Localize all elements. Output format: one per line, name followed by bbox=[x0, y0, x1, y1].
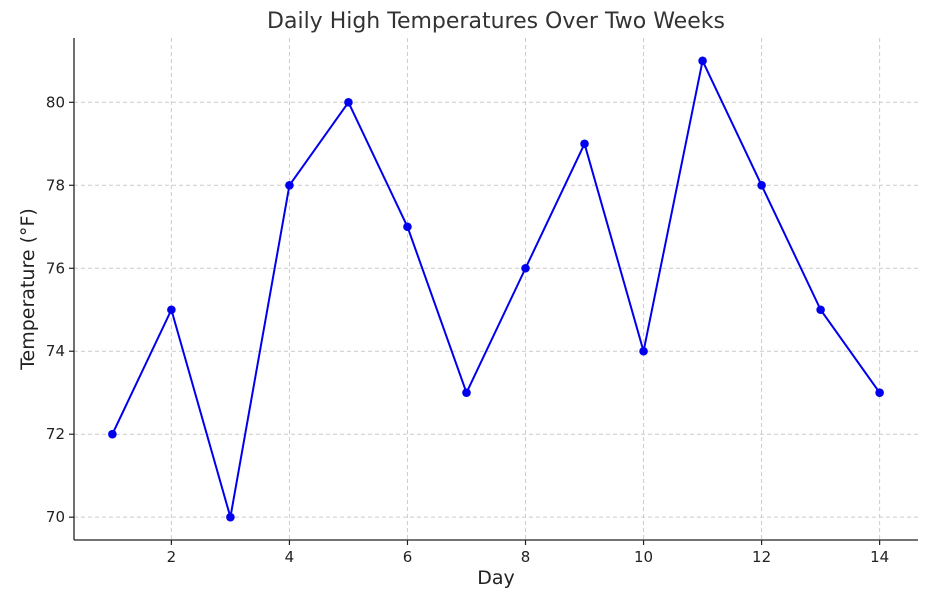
data-point bbox=[403, 222, 412, 232]
y-tick-label: 76 bbox=[46, 259, 65, 277]
axes bbox=[73, 38, 918, 541]
x-ticks: 2 4 6 8 10 12 14 bbox=[167, 540, 889, 566]
data-point bbox=[875, 388, 884, 398]
data-point bbox=[757, 180, 766, 190]
y-ticks: 70 72 74 76 78 80 bbox=[46, 93, 74, 526]
data-point bbox=[108, 429, 117, 439]
x-tick-label: 10 bbox=[634, 548, 653, 566]
data-point bbox=[285, 180, 294, 190]
x-tick-label: 6 bbox=[403, 548, 413, 566]
y-axis-label: Temperature (°F) bbox=[17, 208, 39, 371]
x-tick-label: 2 bbox=[167, 548, 177, 566]
y-tick-label: 78 bbox=[46, 176, 65, 194]
data-point bbox=[521, 263, 530, 273]
series-line bbox=[111, 59, 881, 519]
series bbox=[108, 56, 884, 522]
x-tick-label: 8 bbox=[521, 548, 531, 566]
y-tick-label: 72 bbox=[46, 425, 65, 443]
chart-title: Daily High Temperatures Over Two Weeks bbox=[267, 9, 725, 34]
data-point bbox=[580, 139, 589, 149]
y-tick-label: 80 bbox=[46, 93, 65, 111]
x-tick-label: 14 bbox=[870, 548, 889, 566]
data-point bbox=[344, 98, 353, 107]
data-point bbox=[167, 305, 176, 315]
grid-lines bbox=[74, 38, 918, 540]
y-tick-label: 74 bbox=[46, 342, 65, 360]
data-point bbox=[639, 346, 648, 356]
data-point bbox=[698, 56, 707, 66]
x-tick-label: 12 bbox=[752, 548, 771, 566]
y-tick-label: 70 bbox=[46, 508, 65, 526]
data-point bbox=[226, 512, 235, 522]
data-point bbox=[462, 388, 471, 398]
x-tick-label: 4 bbox=[285, 548, 295, 566]
data-point bbox=[816, 305, 825, 315]
x-axis-label: Day bbox=[477, 567, 515, 589]
